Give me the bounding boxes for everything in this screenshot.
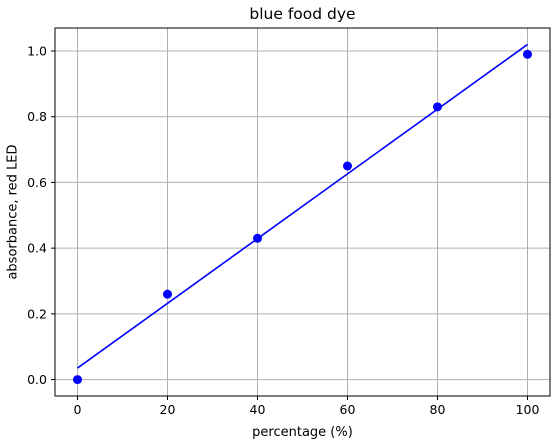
x-tick-label: 80 [430,402,446,417]
y-tick-label: 0.8 [27,109,47,124]
y-tick-label: 1.0 [27,44,47,59]
x-tick-label: 100 [516,402,540,417]
data-point-layer [73,49,532,385]
fit-line [77,43,528,369]
data-point [73,375,82,385]
data-point [433,102,442,112]
plot-frame [54,27,551,397]
y-tick-label: 0.4 [27,241,47,256]
grid [55,28,550,396]
y-tick-label: 0.6 [27,175,47,190]
data-point [163,289,172,299]
x-tick-label: 0 [74,402,82,417]
y-axis-label: absorbance, red LED [6,144,21,279]
y-tick-label: 0.2 [27,306,47,321]
fit-line-layer [77,43,528,369]
x-axis-label: percentage (%) [252,425,353,440]
x-tick-label: 20 [160,402,176,417]
x-tick-label: 40 [250,402,266,417]
data-point [253,233,262,243]
chart-title: blue food dye [249,5,355,23]
data-point [523,49,532,59]
axis-ticks: 0 20 40 60 80 100 0.0 0.2 0.4 0.6 0.8 1.0 [27,44,539,418]
x-tick-label: 60 [340,402,356,417]
data-point [343,161,352,171]
y-tick-label: 0.0 [27,372,47,387]
